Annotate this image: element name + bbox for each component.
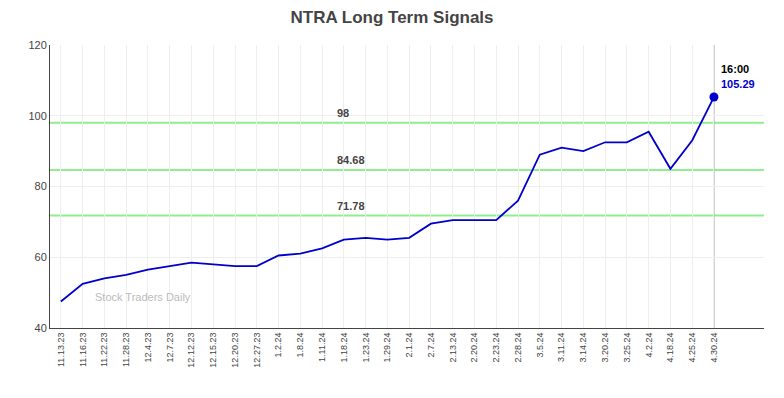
svg-text:12.27.23: 12.27.23	[252, 333, 262, 368]
svg-text:4.2.24: 4.2.24	[644, 333, 654, 358]
svg-text:11.28.23: 11.28.23	[121, 333, 131, 367]
svg-text:12.7.23: 12.7.23	[165, 333, 175, 363]
svg-text:71.78: 71.78	[337, 200, 365, 212]
svg-text:84.68: 84.68	[337, 154, 365, 166]
svg-text:98: 98	[337, 107, 349, 119]
svg-text:80: 80	[35, 180, 47, 192]
svg-text:3.20.24: 3.20.24	[600, 333, 610, 363]
svg-text:2.20.24: 2.20.24	[469, 333, 479, 363]
svg-text:4.18.24: 4.18.24	[665, 333, 675, 363]
svg-text:2.13.24: 2.13.24	[448, 333, 458, 363]
svg-text:1.29.24: 1.29.24	[382, 333, 392, 363]
svg-text:16:00: 16:00	[721, 63, 749, 75]
svg-text:12.4.23: 12.4.23	[143, 333, 153, 363]
svg-text:60: 60	[35, 251, 47, 263]
svg-text:11.16.23: 11.16.23	[78, 333, 88, 367]
svg-text:12.15.23: 12.15.23	[208, 333, 218, 368]
svg-text:40: 40	[35, 322, 47, 334]
svg-text:11.22.23: 11.22.23	[99, 333, 109, 367]
svg-text:11.13.23: 11.13.23	[56, 333, 66, 367]
svg-text:1.8.24: 1.8.24	[295, 333, 305, 358]
svg-text:4.30.24: 4.30.24	[709, 333, 719, 363]
svg-text:12.12.23: 12.12.23	[186, 333, 196, 368]
svg-text:120: 120	[28, 39, 46, 51]
svg-text:105.29: 105.29	[721, 78, 755, 90]
svg-text:1.18.24: 1.18.24	[339, 333, 349, 363]
svg-text:2.28.24: 2.28.24	[513, 333, 523, 363]
svg-text:1.23.24: 1.23.24	[361, 333, 371, 363]
svg-text:3.25.24: 3.25.24	[622, 333, 632, 363]
svg-text:4.25.24: 4.25.24	[687, 333, 697, 363]
svg-text:12.20.23: 12.20.23	[230, 333, 240, 368]
svg-text:NTRA Long Term Signals: NTRA Long Term Signals	[290, 8, 493, 27]
svg-text:100: 100	[28, 110, 46, 122]
svg-text:3.14.24: 3.14.24	[578, 333, 588, 363]
svg-text:2.23.24: 2.23.24	[491, 333, 501, 363]
svg-text:2.7.24: 2.7.24	[426, 333, 436, 358]
svg-text:1.2.24: 1.2.24	[273, 333, 283, 358]
svg-text:2.1.24: 2.1.24	[404, 333, 414, 358]
svg-text:3.11.24: 3.11.24	[556, 333, 566, 362]
svg-text:1.11.24: 1.11.24	[317, 333, 327, 362]
svg-text:Stock Traders Daily: Stock Traders Daily	[95, 291, 191, 303]
svg-text:3.5.24: 3.5.24	[535, 333, 545, 358]
